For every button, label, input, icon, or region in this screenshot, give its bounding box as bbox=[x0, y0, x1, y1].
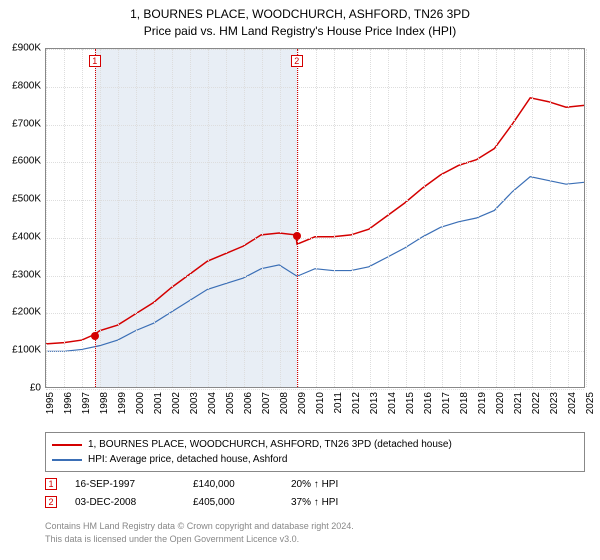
x-tick-label: 2025 bbox=[585, 392, 596, 414]
sale-marker-2: 2 bbox=[291, 55, 303, 67]
y-tick-label: £800K bbox=[12, 80, 41, 91]
x-tick-label: 1999 bbox=[117, 392, 128, 414]
x-tick-label: 2009 bbox=[297, 392, 308, 414]
x-tick-label: 2012 bbox=[351, 392, 362, 414]
x-tick-label: 2000 bbox=[135, 392, 146, 414]
sales-table: 1 16-SEP-1997 £140,000 20% ↑ HPI 2 03-DEC-200… bbox=[45, 475, 585, 511]
title-line-2: Price paid vs. HM Land Registry's House … bbox=[0, 23, 600, 40]
y-tick-label: £500K bbox=[12, 194, 41, 205]
x-tick-label: 2007 bbox=[261, 392, 272, 414]
y-tick-label: £200K bbox=[12, 307, 41, 318]
x-tick-label: 2006 bbox=[243, 392, 254, 414]
x-tick-label: 2014 bbox=[387, 392, 398, 414]
sale-dot-1 bbox=[91, 332, 99, 340]
x-tick-label: 2008 bbox=[279, 392, 290, 414]
y-tick-label: £100K bbox=[12, 345, 41, 356]
title-line-1: 1, BOURNES PLACE, WOODCHURCH, ASHFORD, T… bbox=[0, 6, 600, 23]
footer-line-1: Contains HM Land Registry data © Crown c… bbox=[45, 520, 585, 533]
sales-table-row: 2 03-DEC-2008 £405,000 37% ↑ HPI bbox=[45, 493, 585, 511]
legend-swatch-1 bbox=[52, 444, 82, 446]
x-tick-label: 2004 bbox=[207, 392, 218, 414]
x-tick-label: 2016 bbox=[423, 392, 434, 414]
x-tick-label: 2019 bbox=[477, 392, 488, 414]
legend-label-2: HPI: Average price, detached house, Ashf… bbox=[88, 452, 287, 467]
x-tick-label: 2020 bbox=[495, 392, 506, 414]
y-tick-label: £300K bbox=[12, 269, 41, 280]
x-tick-label: 2021 bbox=[513, 392, 524, 414]
y-tick-label: £400K bbox=[12, 231, 41, 242]
x-axis: 1995 1996 1997 1998 1999 2000 2001 2002 2003 2004… bbox=[45, 388, 585, 428]
x-tick-label: 2015 bbox=[405, 392, 416, 414]
x-tick-label: 2010 bbox=[315, 392, 326, 414]
sales-row-date: 03-DEC-2008 bbox=[75, 497, 175, 508]
chart-lines-svg bbox=[46, 49, 584, 387]
legend-box: 1, BOURNES PLACE, WOODCHURCH, ASHFORD, T… bbox=[45, 432, 585, 472]
sale-dot-2 bbox=[293, 232, 301, 240]
x-tick-label: 1997 bbox=[81, 392, 92, 414]
sales-row-num: 2 bbox=[45, 496, 57, 508]
legend-row-series-1: 1, BOURNES PLACE, WOODCHURCH, ASHFORD, T… bbox=[52, 437, 578, 452]
y-tick-label: £0 bbox=[30, 383, 41, 394]
sale-line-2 bbox=[297, 49, 298, 387]
sales-row-delta: 20% ↑ HPI bbox=[291, 479, 338, 490]
x-tick-label: 1998 bbox=[99, 392, 110, 414]
x-tick-label: 2023 bbox=[549, 392, 560, 414]
x-tick-label: 2005 bbox=[225, 392, 236, 414]
legend-row-series-2: HPI: Average price, detached house, Ashf… bbox=[52, 452, 578, 467]
sales-row-price: £140,000 bbox=[193, 479, 273, 490]
x-tick-label: 2011 bbox=[333, 392, 344, 414]
chart-plot-area: 12 bbox=[45, 48, 585, 388]
x-tick-label: 2017 bbox=[441, 392, 452, 414]
x-tick-label: 2024 bbox=[567, 392, 578, 414]
legend-swatch-2 bbox=[52, 459, 82, 461]
footer-attribution: Contains HM Land Registry data © Crown c… bbox=[45, 520, 585, 545]
x-tick-label: 2018 bbox=[459, 392, 470, 414]
y-tick-label: £700K bbox=[12, 118, 41, 129]
sales-row-num: 1 bbox=[45, 478, 57, 490]
series-line-price_paid bbox=[46, 98, 584, 344]
sales-row-delta: 37% ↑ HPI bbox=[291, 497, 338, 508]
chart-title: 1, BOURNES PLACE, WOODCHURCH, ASHFORD, T… bbox=[0, 0, 600, 40]
x-tick-label: 1996 bbox=[63, 392, 74, 414]
series-line-hpi bbox=[46, 177, 584, 352]
y-axis: £0£100K£200K£300K£400K£500K£600K£700K£80… bbox=[0, 48, 45, 388]
sales-table-row: 1 16-SEP-1997 £140,000 20% ↑ HPI bbox=[45, 475, 585, 493]
sale-marker-1: 1 bbox=[89, 55, 101, 67]
y-tick-label: £900K bbox=[12, 43, 41, 54]
footer-line-2: This data is licensed under the Open Gov… bbox=[45, 533, 585, 546]
x-tick-label: 2013 bbox=[369, 392, 380, 414]
x-tick-label: 2003 bbox=[189, 392, 200, 414]
x-tick-label: 2022 bbox=[531, 392, 542, 414]
x-tick-label: 2001 bbox=[153, 392, 164, 414]
x-tick-label: 2002 bbox=[171, 392, 182, 414]
legend-label-1: 1, BOURNES PLACE, WOODCHURCH, ASHFORD, T… bbox=[88, 437, 452, 452]
x-tick-label: 1995 bbox=[45, 392, 56, 414]
y-tick-label: £600K bbox=[12, 156, 41, 167]
sales-row-price: £405,000 bbox=[193, 497, 273, 508]
sales-row-date: 16-SEP-1997 bbox=[75, 479, 175, 490]
